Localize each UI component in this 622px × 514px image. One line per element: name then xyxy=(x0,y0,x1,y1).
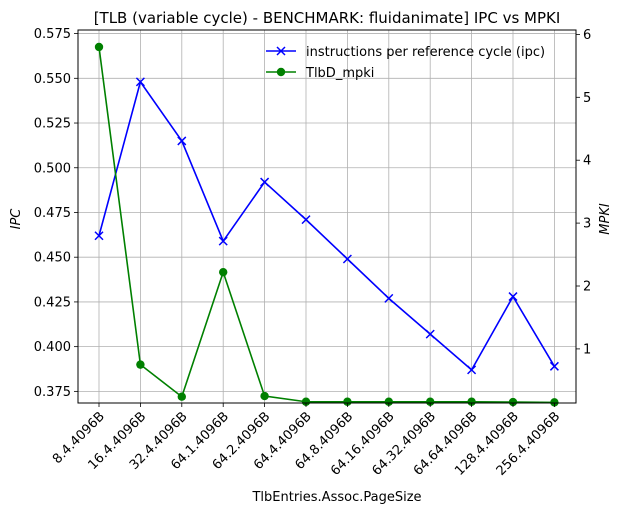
ipc-point xyxy=(94,231,104,241)
series-line-1 xyxy=(98,46,555,404)
y-tick-label-left: 0.525 xyxy=(34,117,71,132)
ipc-point xyxy=(177,136,187,146)
series-line-0 xyxy=(98,80,556,372)
ipc-point xyxy=(135,77,145,87)
mpki-point xyxy=(343,397,352,406)
y-tick-label-left: 0.375 xyxy=(34,385,71,400)
legend-ipc-marker xyxy=(276,46,286,56)
chart-title: [TLB (variable cycle) - BENCHMARK: fluid… xyxy=(94,9,561,27)
y-tick-label-right: 3 xyxy=(583,217,591,232)
y-tick-label-right: 5 xyxy=(583,91,591,106)
axes-layer: 8.4.4096B16.4.4096B32.4.4096B64.1.4096B6… xyxy=(34,27,592,479)
legend-mpki-label: TlbD_mpki xyxy=(305,66,374,81)
mpki-point xyxy=(177,392,186,401)
mpki-point xyxy=(260,391,269,401)
legend: instructions per reference cycle (ipc) T… xyxy=(266,45,545,81)
y-tick-label-left: 0.400 xyxy=(34,340,71,355)
y-tick-label-right: 6 xyxy=(583,28,591,43)
ipc-point xyxy=(218,236,228,246)
y-axis-label-right: MPKI xyxy=(598,203,613,235)
legend-mpki-marker xyxy=(276,67,286,77)
ipc-point xyxy=(425,329,435,339)
mpki-point xyxy=(136,360,145,369)
y-tick-label-left: 0.500 xyxy=(34,161,71,176)
ipc-point xyxy=(467,365,477,375)
ipc-point xyxy=(384,293,394,303)
ipc-point xyxy=(342,254,352,264)
y-axis-label-left: IPC xyxy=(9,208,24,230)
mpki-point xyxy=(219,267,228,277)
mpki-point xyxy=(550,398,559,407)
ipc-point xyxy=(549,361,559,371)
y-tick-label-right: 4 xyxy=(583,154,591,169)
mpki-point xyxy=(508,397,518,407)
y-tick-label-right: 1 xyxy=(583,342,591,357)
grid xyxy=(78,30,576,403)
legend-ipc-label: instructions per reference cycle (ipc) xyxy=(306,45,545,60)
ipc-point xyxy=(260,177,270,187)
mpki-point xyxy=(384,397,393,406)
mpki-point xyxy=(426,397,435,406)
y-tick-label-left: 0.450 xyxy=(34,251,71,266)
mpki-point xyxy=(301,397,311,406)
ipc-point xyxy=(508,292,518,302)
y-tick-label-left: 0.475 xyxy=(34,206,71,221)
x-axis-label: TlbEntries.Assoc.PageSize xyxy=(251,490,421,505)
series-layer xyxy=(94,42,559,407)
ipc-point xyxy=(301,215,311,225)
mpki-point xyxy=(467,397,476,406)
y-tick-label-right: 2 xyxy=(583,280,591,295)
y-tick-label-left: 0.425 xyxy=(34,295,71,310)
plot-frame xyxy=(77,29,577,404)
mpki-point xyxy=(94,42,104,52)
y-tick-label-left: 0.575 xyxy=(34,27,71,42)
y-tick-label-left: 0.550 xyxy=(34,72,71,87)
